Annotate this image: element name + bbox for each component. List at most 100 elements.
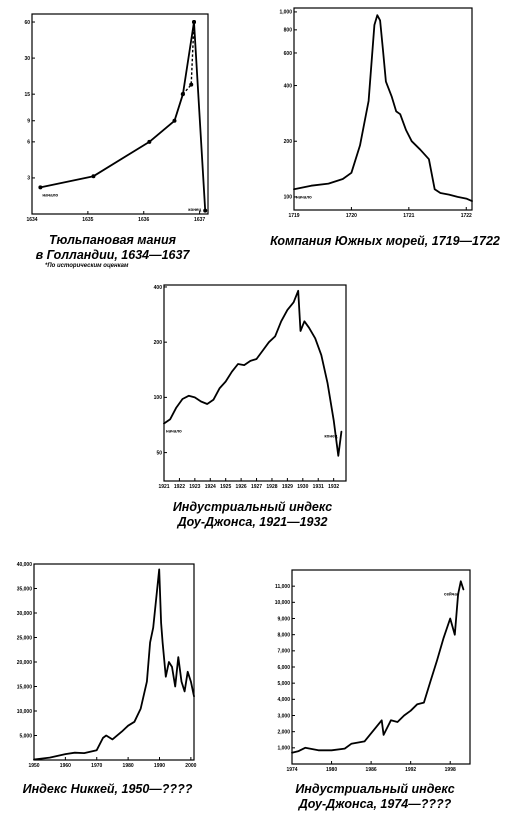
caption-line-1: Индустриальный индекс xyxy=(295,782,455,796)
chart-svg-tulip: 3 6 9 15 30 60 1634 1635 1636 1637 начало конец xyxy=(24,13,209,223)
y-tick-label: 8,000 xyxy=(277,632,290,638)
start-label: начало xyxy=(42,192,58,197)
x-tick-label: 1925 xyxy=(220,484,231,490)
x-tick-label: 1950 xyxy=(28,763,39,769)
x-tick-label: 1980 xyxy=(326,767,337,773)
x-tick-label: 1720 xyxy=(346,213,357,219)
y-tick-label: 800 xyxy=(284,28,293,34)
series-line-0 xyxy=(33,568,195,761)
caption-line-2: Доу-Джонса, 1921—1932 xyxy=(177,515,328,529)
start-label: начало xyxy=(166,429,182,434)
x-tick-label: 1924 xyxy=(205,484,216,490)
data-point xyxy=(172,118,177,123)
y-tick-label: 10,000 xyxy=(17,709,33,715)
caption-line-1: Компания Южных морей, 1719—1722 xyxy=(270,234,500,248)
y-tick-label: 35,000 xyxy=(17,586,33,592)
chart-caption-tulip: Тюльпановая мания в Голландии, 1634—1637 xyxy=(10,233,215,263)
y-tick-label: 25,000 xyxy=(17,635,33,641)
y-tick-label: 9 xyxy=(27,119,30,125)
y-tick-label: 11,000 xyxy=(275,584,290,590)
y-tick-label: 1,000 xyxy=(277,746,290,752)
y-tick-label: 30,000 xyxy=(17,611,33,617)
chart-caption-nikkei: Индекс Никкей, 1950—???? xyxy=(0,782,215,797)
y-tick-label: 200 xyxy=(284,139,293,145)
y-tick-label: 5,000 xyxy=(277,681,290,687)
x-tick-label: 1637 xyxy=(194,217,205,223)
y-tick-label: 400 xyxy=(284,83,293,89)
x-tick-label: 1980 xyxy=(123,763,134,769)
chart-panel-nikkei: 5,000 10,000 15,000 20,000 25,000 30,000 35,00… xyxy=(2,558,202,780)
y-tick-label: 60 xyxy=(24,20,30,26)
data-point xyxy=(91,174,96,179)
x-tick-label: 1974 xyxy=(286,767,297,773)
x-tick-label: 1930 xyxy=(297,484,308,490)
y-tick-label: 15 xyxy=(24,92,30,98)
x-tick-label: 1990 xyxy=(154,763,165,769)
y-tick-label: 600 xyxy=(284,51,293,57)
start-label: начало xyxy=(296,194,312,199)
chart-caption-dow1974: Индустриальный индекс Доу-Джонса, 1974—?… xyxy=(270,782,480,812)
x-tick-label: 1635 xyxy=(82,217,93,223)
x-tick-label: 1960 xyxy=(60,763,71,769)
x-tick-label: 1719 xyxy=(288,213,299,219)
tulip-footnote: *По историческим оценкам xyxy=(45,263,129,269)
x-tick-label: 1923 xyxy=(189,484,200,490)
caption-line-1: Тюльпановая мания xyxy=(48,233,176,247)
chart-svg-dow1921: 50 100 200 400 1921 1922 1923 1924 1925 1926 1927 1… xyxy=(154,284,347,490)
x-tick-label: 1929 xyxy=(282,484,293,490)
caption-line-2: Доу-Джонса, 1974—???? xyxy=(298,797,452,811)
x-tick-label: 1721 xyxy=(403,213,414,219)
x-tick-label: 1636 xyxy=(138,217,149,223)
y-tick-label: 2,000 xyxy=(277,729,290,735)
data-point xyxy=(147,139,152,144)
x-tick-label: 1921 xyxy=(158,484,169,490)
end-label: конец xyxy=(188,207,201,212)
y-tick-label: 100 xyxy=(154,395,163,401)
chart-caption-dow1921: Индустриальный индекс Доу-Джонса, 1921—1… xyxy=(140,500,365,530)
y-tick-label: 1,000 xyxy=(279,10,292,16)
x-tick-label: 1932 xyxy=(328,484,339,490)
series-line-0 xyxy=(39,21,207,212)
x-tick-label: 1926 xyxy=(236,484,247,490)
data-point xyxy=(38,185,43,190)
caption-line-1: Индекс Никкей, 1950—???? xyxy=(22,782,193,796)
y-tick-label: 40,000 xyxy=(17,562,33,568)
data-point xyxy=(203,208,208,213)
y-tick-label: 3,000 xyxy=(277,713,290,719)
plot-frame xyxy=(33,563,195,761)
chart-caption-southsea: Компания Южных морей, 1719—1722 xyxy=(245,234,525,249)
y-tick-label: 9,000 xyxy=(277,616,290,622)
y-tick-label: 400 xyxy=(154,285,163,291)
y-tick-label: 20,000 xyxy=(17,660,33,666)
series-line-0 xyxy=(163,289,343,457)
caption-line-1: Индустриальный индекс xyxy=(172,500,333,514)
plot-frame xyxy=(31,13,209,215)
plot-frame xyxy=(163,284,347,482)
x-tick-label: 1722 xyxy=(461,213,472,219)
x-tick-label: 1992 xyxy=(405,767,416,773)
y-tick-label: 50 xyxy=(156,450,162,456)
caption-line-2: в Голландии, 1634—1637 xyxy=(35,248,190,262)
x-tick-label: 1922 xyxy=(174,484,185,490)
x-tick-label: 2000 xyxy=(185,763,196,769)
chart-svg-southsea: 100 200 400 600 800 1,000 1719 1720 1721 1722 нача… xyxy=(279,7,473,219)
plot-frame xyxy=(293,7,473,211)
series-line-0 xyxy=(293,14,473,202)
y-tick-label: 30 xyxy=(24,56,30,62)
chart-panel-dow1974: 1,000 2,000 3,000 4,000 5,000 6,000 7,000 8,000… xyxy=(262,562,482,780)
chart-svg-dow1974: 1,000 2,000 3,000 4,000 5,000 6,000 7,000 8,000… xyxy=(275,569,471,773)
data-point xyxy=(189,82,194,87)
data-point xyxy=(180,92,185,97)
y-tick-label: 5,000 xyxy=(19,733,32,739)
x-tick-label: 1634 xyxy=(26,217,37,223)
y-tick-label: 4,000 xyxy=(277,697,290,703)
y-tick-label: 10,000 xyxy=(275,600,291,606)
data-point xyxy=(192,20,197,25)
x-tick-label: 1970 xyxy=(91,763,102,769)
y-tick-label: 3 xyxy=(27,176,30,182)
y-tick-label: 15,000 xyxy=(17,684,33,690)
y-tick-label: 6,000 xyxy=(277,665,290,671)
plot-frame xyxy=(291,569,471,765)
chart-svg-nikkei: 5,000 10,000 15,000 20,000 25,000 30,000 35,00… xyxy=(17,562,197,769)
series-line-0 xyxy=(291,580,465,754)
